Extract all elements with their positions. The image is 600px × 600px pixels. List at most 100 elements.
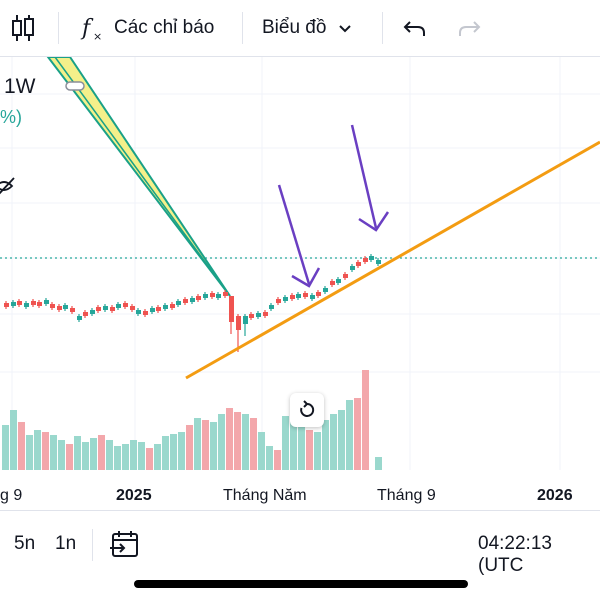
reset-icon	[300, 400, 315, 417]
xaxis-label: 2025	[116, 487, 152, 504]
volume-bar	[306, 430, 313, 470]
range-button-5n[interactable]: 5n	[14, 533, 36, 554]
volume-bar	[266, 446, 273, 470]
chart-type-label: Biểu đồ	[262, 17, 327, 38]
volume-bar	[258, 432, 265, 470]
fan-drawing-line	[54, 57, 231, 297]
indicators-button[interactable]: f × Các chỉ báo	[80, 0, 214, 56]
candle-body	[310, 295, 315, 299]
volume-bar	[346, 400, 353, 470]
toolbar-divider	[242, 12, 243, 44]
candle-body	[24, 303, 29, 307]
chart-style-button[interactable]	[10, 0, 36, 56]
volume-bar	[186, 425, 193, 470]
candle-body	[316, 292, 321, 296]
svg-text:f: f	[80, 16, 94, 41]
volume-bars	[2, 370, 382, 470]
candle-body	[116, 304, 121, 308]
volume-bar	[210, 422, 217, 470]
volume-bar	[122, 444, 129, 470]
svg-text:×: ×	[93, 30, 102, 43]
bottom-toolbar: 5n 1n 04:22:13 (UTC	[0, 510, 600, 577]
candle-body	[356, 262, 361, 266]
volume-bar	[375, 457, 382, 470]
volume-bar	[362, 370, 369, 470]
candle-body	[83, 312, 88, 316]
candle-body	[44, 300, 49, 304]
candle-body	[223, 292, 228, 296]
arrow-drawing[interactable]	[277, 184, 321, 288]
volume-bar	[10, 410, 17, 470]
candle-body	[4, 303, 9, 307]
volume-bar	[202, 420, 209, 470]
chevron-down-icon	[339, 25, 352, 33]
range-button-1n[interactable]: 1n	[55, 533, 77, 554]
chart-area[interactable]: g 9 2025 Tháng Năm Tháng 9 2026 1W %)	[0, 57, 600, 509]
chart-type-button[interactable]: Biểu đồ	[262, 0, 356, 56]
candle-body	[336, 279, 341, 283]
clock-timezone[interactable]: 04:22:13 (UTC	[478, 533, 552, 576]
volume-bar	[274, 450, 281, 470]
volume-bar	[322, 420, 329, 470]
candle-body	[263, 312, 268, 316]
candle-body	[11, 302, 16, 306]
volume-bar	[82, 442, 89, 470]
candle-body	[130, 306, 135, 310]
candle-body	[269, 305, 274, 309]
volume-bar	[298, 424, 305, 470]
legend-change: %)	[0, 107, 22, 127]
volume-bar	[314, 432, 321, 470]
redo-button[interactable]	[456, 0, 482, 56]
volume-bar	[234, 412, 241, 470]
indicators-label: Các chỉ báo	[114, 17, 215, 38]
candle-body	[90, 310, 95, 314]
candle-body	[57, 306, 62, 310]
candle-body	[369, 256, 374, 260]
candle-body	[96, 307, 101, 311]
candle-body	[343, 274, 348, 278]
candle-body	[243, 316, 248, 324]
volume-bar	[330, 414, 337, 470]
goto-date-icon	[110, 531, 138, 557]
candlesticks	[4, 254, 381, 352]
goto-date-button[interactable]	[110, 529, 140, 564]
toolbar-divider	[92, 529, 93, 561]
volume-bar	[226, 408, 233, 470]
drawing-handle[interactable]	[65, 81, 85, 91]
candle-body	[290, 295, 295, 299]
volume-bar	[50, 435, 57, 470]
volume-bar	[194, 418, 201, 470]
volume-bar	[146, 448, 153, 470]
candle-body	[210, 293, 215, 297]
candle-body	[283, 297, 288, 301]
arrow-drawing[interactable]	[350, 124, 390, 232]
volume-bar	[98, 435, 105, 470]
reset-chart-button[interactable]	[290, 393, 324, 427]
legend-visibility-toggle[interactable]	[0, 175, 16, 202]
xaxis-label: Tháng Năm	[223, 487, 307, 504]
volume-bar	[242, 414, 249, 470]
candle-body	[176, 301, 181, 305]
candle-body	[70, 308, 75, 312]
volume-bar	[74, 436, 81, 470]
volume-bar	[138, 442, 145, 470]
candle-body	[170, 304, 175, 308]
undo-button[interactable]	[402, 0, 428, 56]
candle-body	[156, 307, 161, 311]
volume-bar	[218, 414, 225, 470]
trendline[interactable]	[185, 140, 600, 380]
candle-body	[216, 294, 221, 298]
eye-hidden-icon	[0, 177, 15, 195]
chart-canvas[interactable]: g 9 2025 Tháng Năm Tháng 9 2026	[0, 57, 600, 509]
candle-body	[77, 316, 82, 320]
candle-body	[350, 266, 355, 270]
candle-body	[143, 311, 148, 315]
volume-bar	[338, 410, 345, 470]
home-indicator	[134, 580, 468, 588]
xaxis-label: g 9	[0, 487, 22, 504]
candle-body	[330, 281, 335, 285]
candle-body	[190, 298, 195, 302]
candle-body	[136, 310, 141, 314]
legend-interval: 1W	[4, 75, 36, 98]
volume-bar	[34, 430, 41, 470]
